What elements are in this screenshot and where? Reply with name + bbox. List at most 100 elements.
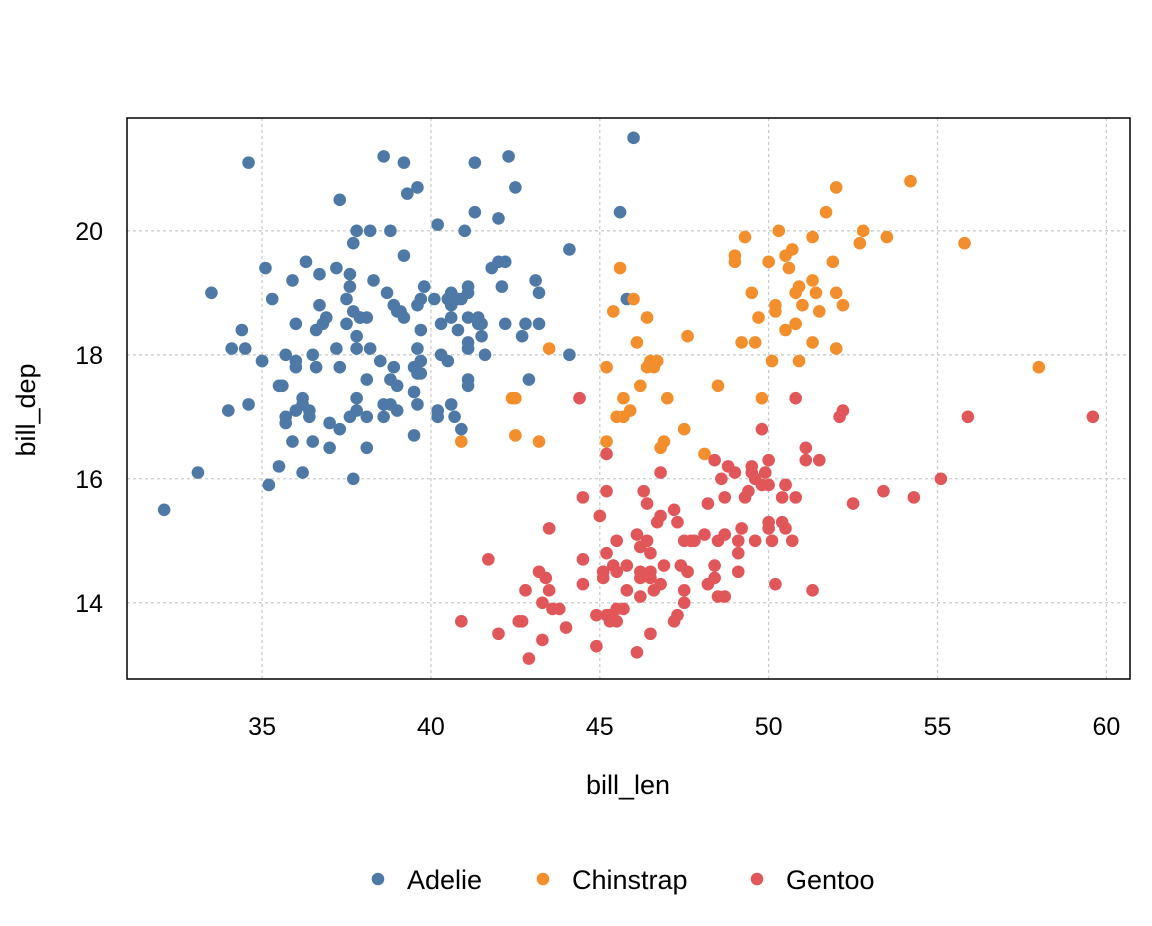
data-point-gentoo [742,484,755,498]
data-point-adelie [242,398,255,411]
data-point-adelie [444,398,458,411]
data-point-gentoo [731,565,745,579]
y-tick-label: 20 [75,218,103,246]
data-point-adelie [627,131,640,145]
data-point-adelie [532,317,546,331]
data-point-adelie [411,342,424,355]
x-axis: 35 40 45 50 55 60 [248,713,1120,741]
data-point-chinstrap [627,292,640,306]
data-point-chinstrap [455,435,468,448]
data-point-gentoo [745,466,759,479]
data-point-gentoo [600,447,613,461]
data-point-adelie [498,317,512,331]
data-point-adelie [330,342,343,355]
data-point-gentoo [600,484,613,498]
data-point-adelie [411,398,424,411]
data-point-adelie [384,373,397,386]
data-point-adelie [289,404,303,417]
data-point-gentoo [961,410,975,424]
data-point-adelie [191,466,205,479]
data-point-adelie [343,267,357,281]
data-point-gentoo [634,590,647,603]
data-point-gentoo [731,534,745,548]
data-point-gentoo [799,441,813,455]
data-point-gentoo [775,491,789,504]
data-point-gentoo [630,528,644,541]
data-point-adelie [306,348,320,362]
data-point-adelie [461,311,475,324]
data-point-adelie [532,286,546,300]
data-point-gentoo [836,404,850,417]
data-point-chinstrap [1032,360,1046,374]
data-point-adelie [373,354,387,368]
data-point-adelie [444,311,458,324]
data-point-adelie [515,329,529,343]
x-axis-label: bill_len [586,770,670,800]
data-point-gentoo [637,484,650,498]
data-point-chinstrap [617,391,630,405]
data-point-gentoo [711,590,725,603]
data-point-gentoo [755,478,769,492]
data-point-chinstrap [769,305,782,318]
data-point-chinstrap [640,311,654,324]
data-point-gentoo [620,584,634,597]
data-point-chinstrap [630,336,644,349]
data-point-adelie [360,373,374,386]
data-point-chinstrap [661,391,674,405]
data-point-gentoo [748,534,762,548]
data-point-gentoo [758,466,772,479]
data-point-chinstrap [829,342,843,355]
data-point-adelie [461,342,475,355]
data-point-chinstrap [738,230,752,244]
data-point-chinstrap [755,391,769,405]
data-point-chinstrap [607,305,620,318]
data-point-gentoo [590,608,603,622]
data-point-gentoo [721,460,735,473]
data-point-adelie [400,187,414,200]
data-point-chinstrap [728,249,742,262]
data-point-chinstrap [829,181,843,194]
data-point-adelie [272,460,286,473]
data-point-gentoo [617,602,630,616]
data-point-adelie [414,354,428,368]
data-point-gentoo [769,577,782,591]
data-point-adelie [478,348,492,362]
y-axis-label: bill_dep [11,363,41,456]
data-point-adelie [286,274,299,287]
data-point-gentoo [667,503,681,517]
data-point-gentoo [1086,410,1100,424]
y-axis: 14 16 18 20 [75,218,103,618]
data-point-chinstrap [681,329,694,343]
data-point-gentoo [610,565,623,579]
data-point-chinstrap [650,354,664,368]
data-point-adelie [431,218,444,231]
data-point-adelie [306,435,320,448]
data-point-chinstrap [809,286,823,300]
data-point-adelie [343,410,357,424]
data-point-adelie [417,280,431,293]
data-point-adelie [276,379,289,393]
data-point-gentoo [657,559,671,572]
data-point-gentoo [701,497,715,510]
data-point-chinstrap [806,336,819,349]
data-point-chinstrap [792,354,806,368]
data-point-adelie [455,422,468,436]
data-point-gentoo [667,615,681,628]
data-point-adelie [238,342,252,355]
data-point-adelie [353,311,367,324]
data-point-gentoo [455,615,468,628]
data-point-chinstrap [856,224,870,238]
data-point-adelie [363,224,377,238]
data-point-gentoo [762,453,775,467]
x-tick-label: 40 [417,713,445,741]
data-point-gentoo [846,497,860,510]
data-point-adelie [205,286,218,300]
data-point-adelie [414,367,428,380]
data-point-gentoo [492,627,505,641]
data-point-adelie [259,261,272,275]
data-point-gentoo [590,639,603,653]
data-point-adelie [502,150,515,163]
data-point-adelie [157,503,171,517]
data-point-adelie [529,274,542,287]
data-point-gentoo [762,515,775,529]
